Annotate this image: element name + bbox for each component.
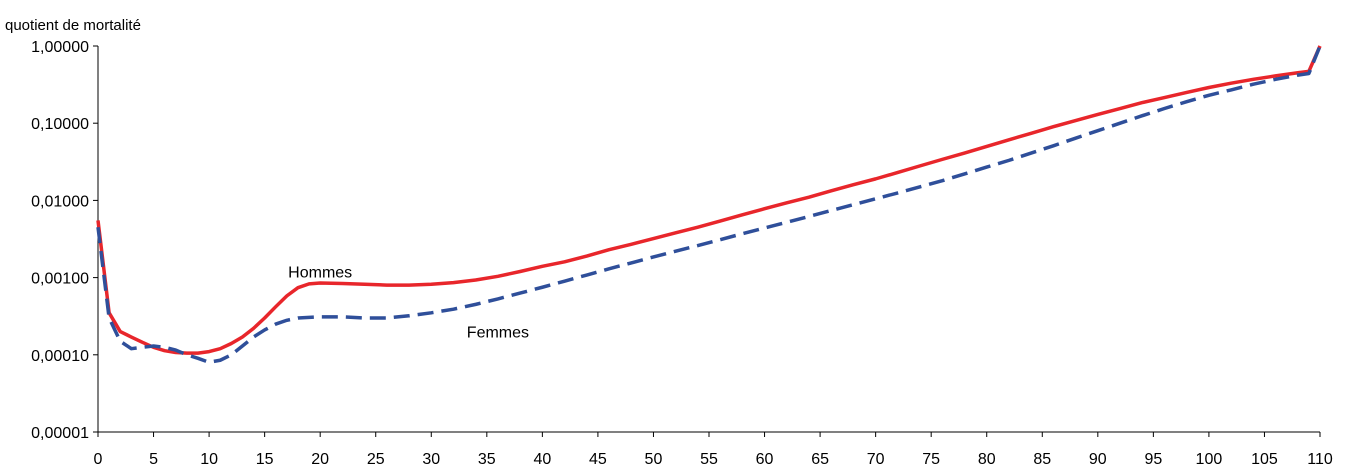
series-layer — [96, 45, 1322, 365]
y-axis-label: quotient de mortalité — [5, 17, 141, 34]
x-tick-label: 105 — [1251, 451, 1278, 468]
x-tick-label: 75 — [922, 451, 940, 468]
y-tick-label: 0,00001 — [31, 425, 89, 442]
y-tick-label: 1,00000 — [31, 39, 89, 56]
series-line-femmes — [96, 45, 1322, 365]
x-tick-label: 40 — [533, 451, 551, 468]
annotation-hommes: Hommes — [288, 264, 352, 281]
x-tick-label: 10 — [200, 451, 218, 468]
y-tick-labels: 0,00001 0,00010 0,00100 0,01000 0,10000 1,000… — [31, 39, 98, 442]
x-tick-label: 25 — [367, 451, 385, 468]
y-tick-label: 0,00010 — [31, 348, 89, 365]
x-tick-label: 15 — [256, 451, 274, 468]
x-tick-label: 85 — [1033, 451, 1051, 468]
x-tick-label: 45 — [589, 451, 607, 468]
x-tick-label: 110 — [1307, 451, 1333, 468]
series-line-hommes — [96, 45, 1322, 355]
x-tick-label: 5 — [149, 451, 158, 468]
annotations: Hommes Femmes — [288, 264, 529, 341]
x-tick-label: 20 — [311, 451, 329, 468]
x-tick-label: 90 — [1089, 451, 1107, 468]
x-tick-label: 0 — [94, 451, 103, 468]
x-tick-label: 55 — [700, 451, 718, 468]
x-tick-label: 35 — [478, 451, 496, 468]
x-tick-labels: 0 5 10 15 20 25 30 35 40 45 50 55 60 65 70 75 80 85 90 95 10… — [94, 432, 1333, 468]
x-tick-label: 60 — [756, 451, 774, 468]
x-tick-label: 30 — [422, 451, 440, 468]
x-tick-label: 50 — [645, 451, 663, 468]
x-tick-label: 65 — [811, 451, 829, 468]
y-tick-label: 0,01000 — [31, 193, 89, 210]
x-tick-label: 100 — [1196, 451, 1223, 468]
annotation-femmes: Femmes — [467, 325, 529, 342]
x-tick-label: 95 — [1144, 451, 1162, 468]
x-tick-label: 80 — [978, 451, 996, 468]
y-tick-label: 0,00100 — [31, 271, 89, 288]
x-tick-label: 70 — [867, 451, 885, 468]
y-tick-label: 0,10000 — [31, 116, 89, 133]
